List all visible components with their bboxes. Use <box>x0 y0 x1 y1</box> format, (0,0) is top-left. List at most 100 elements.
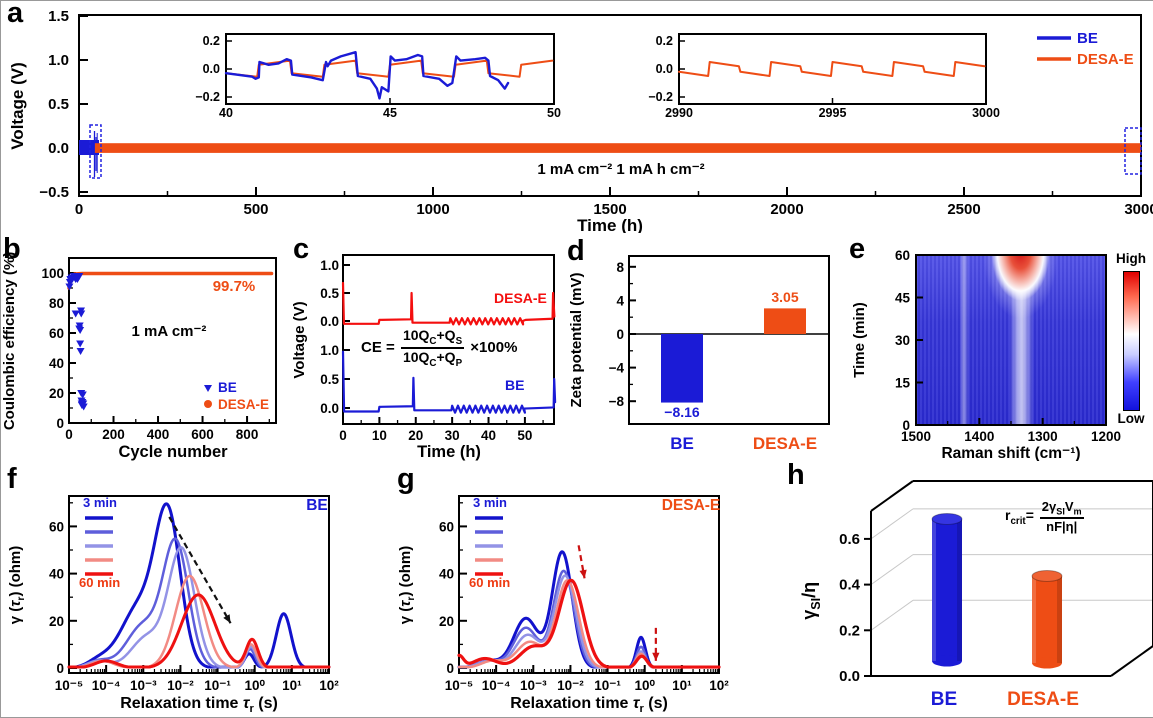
tick-label: 1.0 <box>320 258 339 273</box>
y-axis-label: Zeta potential (mV) <box>568 272 585 407</box>
panel-f-ylabel: γ (τr) (ohm) <box>7 545 27 625</box>
tick-label: 20 <box>439 614 454 629</box>
bar-value-desae: 3.05 <box>771 289 798 305</box>
panel-f-svg: 0 20 40 60 10⁻⁵ 10⁻⁴ 10⁻³ 10⁻² 10⁻¹ 10⁰ 10¹ 10² 3 mi… <box>49 495 339 693</box>
tick-label: 60 <box>895 248 910 263</box>
colorbar <box>1123 271 1140 411</box>
legend-marker-be <box>204 385 212 392</box>
panel-d-svg: 8 4 0 −4 −8 −8.16 3.05 BE DESA-E Zeta potential (… <box>568 255 830 453</box>
tick-label: 0 <box>446 661 454 676</box>
tick-label: 2000 <box>770 201 803 218</box>
cylinder-desae-top <box>1031 570 1063 582</box>
tick-label: 20 <box>49 386 64 401</box>
colorbar-high-label: High <box>1116 251 1146 266</box>
tick-label: 0.2 <box>203 34 220 48</box>
tick-label: 0.6 <box>839 531 860 548</box>
panel-f-label: f <box>7 463 17 495</box>
cylinder-desae-body <box>1032 576 1062 663</box>
tick-label: 20 <box>408 428 423 443</box>
ce-formula: CE = 10QC+QS 10QC+QP ×100% <box>361 327 517 369</box>
tick-label: 60 <box>439 519 454 534</box>
legend-end-label: 60 min <box>469 575 510 590</box>
be-voltage-trace <box>341 350 557 414</box>
panel-c-label: c <box>293 233 310 265</box>
ce-formula-lhs: CE = <box>361 338 395 356</box>
be-point <box>79 403 88 411</box>
panel-g-drt-desae: 0 20 40 60 10⁻⁵ 10⁻⁴ 10⁻³ 10⁻² 10⁻¹ 10⁰ 10¹ 10² 3 mi… <box>391 461 781 717</box>
category-label-desae: DESA-E <box>753 434 817 453</box>
legend-start-label: 3 min <box>473 495 507 510</box>
panel-b-svg: 0 20 40 60 80 100 0 200 400 600 800 Cycle number Cou… <box>1 252 277 461</box>
be-point <box>71 310 80 318</box>
tick-label: −8 <box>609 394 625 409</box>
panel-d-zeta-potential: 8 4 0 −4 −8 −8.16 3.05 BE DESA-E Zeta potential (… <box>566 233 844 461</box>
drt-curve <box>457 550 721 669</box>
tick-label: 0.0 <box>839 668 860 685</box>
tick-label: 0.0 <box>320 401 339 416</box>
ce-formula-fraction: 10QC+QS 10QC+QP <box>400 327 465 369</box>
bar-be <box>661 334 703 403</box>
panel-title: BE <box>306 497 328 514</box>
ce-formula-suffix: ×100% <box>470 338 518 356</box>
tick-label: 45 <box>895 291 911 306</box>
panel-a-cycling-plot: 1.5 1.0 0.5 0.0 −0.5 0 500 1000 1500 2000 2500 3000… <box>1 1 1153 233</box>
tick-label: 80 <box>49 296 64 311</box>
current-density-annotation: 1 mA cm⁻² 1 mA h cm⁻² <box>537 161 704 178</box>
tick-label: 10⁻² <box>557 678 584 693</box>
category-label-desae: DESA-E <box>1007 689 1079 710</box>
panel-h-label: h <box>787 459 805 491</box>
inset1-be-line <box>224 51 510 100</box>
zoom-box-left <box>89 124 102 179</box>
tick-label: 45 <box>383 106 397 120</box>
annotation-arrow-head <box>223 614 231 624</box>
axis-frame <box>458 495 720 674</box>
tick-label: 10⁰ <box>634 678 655 693</box>
panel-c-voltage-profiles: 1.0 0.5 0.0 1.0 0.5 0.0 0 10 20 30 40 50 Time (h) Vol… <box>291 233 566 461</box>
trace-label-desae: DESA-E <box>494 290 547 306</box>
category-label-be: BE <box>670 434 694 453</box>
tick-label: 10⁻¹ <box>594 678 621 693</box>
tick-label: 10⁻⁵ <box>55 678 83 693</box>
desae-trace-band <box>94 143 1141 153</box>
legend-end-label: 60 min <box>79 575 120 590</box>
drt-curve <box>67 502 331 669</box>
tick-label: 0.2 <box>839 622 860 639</box>
heatmap-image <box>916 255 1106 425</box>
be-point <box>76 348 85 355</box>
tick-label: 0 <box>339 428 347 443</box>
tick-label: 0.0 <box>320 314 339 329</box>
be-point <box>75 322 84 330</box>
tick-label: 60 <box>49 326 64 341</box>
tick-label: 0 <box>56 661 64 676</box>
tick-label: 500 <box>243 201 268 218</box>
panel-g-xlabel: Relaxation time τr (s) <box>510 695 668 716</box>
panel-f-xlabel: Relaxation time τr (s) <box>120 695 278 716</box>
tick-label: 10⁻⁴ <box>482 678 511 693</box>
tick-label: 1000 <box>416 201 449 218</box>
panel-e-raman-heatmap: 0 15 30 45 60 1500 1400 1300 1200 Raman shift (cm… <box>844 233 1153 461</box>
tick-label: 3000 <box>1124 201 1153 218</box>
tick-label: 1500 <box>593 201 626 218</box>
tick-label: 0.5 <box>320 372 339 387</box>
legend-label-be: BE <box>218 380 237 395</box>
tick-label: 4 <box>616 293 624 308</box>
panel-a-svg: 1.5 1.0 0.5 0.0 −0.5 0 500 1000 1500 2000 2500 3000… <box>8 8 1153 233</box>
annotation-arrow <box>168 516 232 624</box>
tick-label: 600 <box>191 427 214 442</box>
tick-label: 0 <box>75 201 83 218</box>
panel-g-label: g <box>397 463 415 495</box>
tick-label: 800 <box>236 427 259 442</box>
axis-frame <box>68 257 277 424</box>
tick-label: 0.0 <box>48 140 69 157</box>
tick-label: 10¹ <box>672 678 692 693</box>
cylinder-be-body <box>932 519 962 661</box>
x-axis-label: Cycle number <box>118 443 228 461</box>
tick-label: 10¹ <box>282 678 302 693</box>
tick-label: 40 <box>49 567 64 582</box>
grid-diag <box>870 554 914 586</box>
cylinder-desae-shade <box>1057 576 1062 663</box>
tick-label: 2995 <box>819 106 847 120</box>
panel-h-svg: 0.0 0.2 0.4 0.6 BE DESA-E <box>839 480 1153 710</box>
tick-label: 1.5 <box>48 8 69 25</box>
